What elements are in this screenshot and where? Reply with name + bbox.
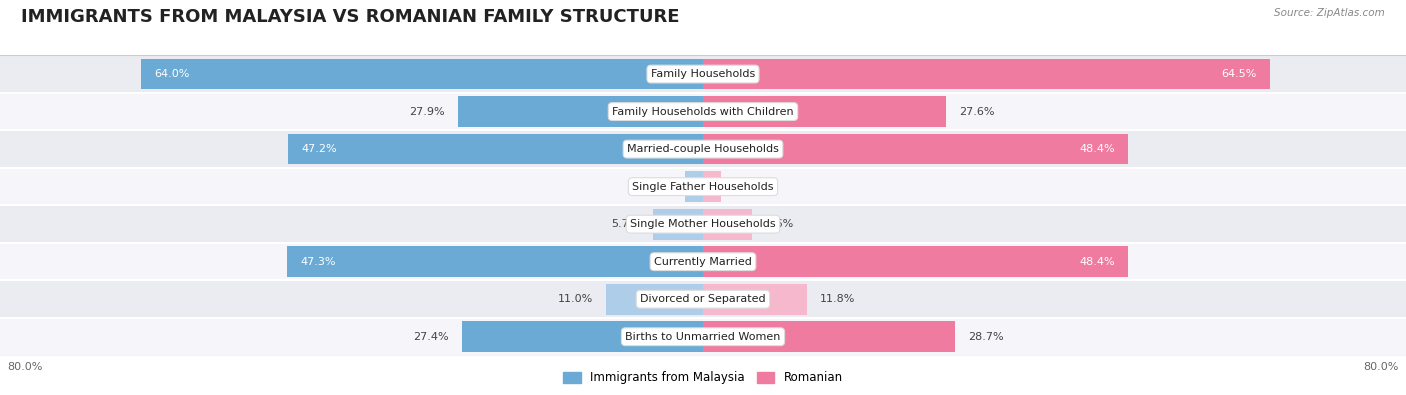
Text: 64.0%: 64.0% (153, 69, 190, 79)
Bar (703, 246, 1129, 277)
Bar (606, 284, 703, 314)
Text: Family Households: Family Households (651, 69, 755, 79)
Text: 11.0%: 11.0% (558, 294, 593, 304)
Bar (288, 134, 703, 164)
Text: 48.4%: 48.4% (1080, 257, 1115, 267)
Text: Currently Married: Currently Married (654, 257, 752, 267)
Text: Single Father Households: Single Father Households (633, 182, 773, 192)
Text: 80.0%: 80.0% (7, 362, 42, 372)
Text: 47.2%: 47.2% (301, 144, 337, 154)
Legend: Immigrants from Malaysia, Romanian: Immigrants from Malaysia, Romanian (558, 367, 848, 389)
Bar (703, 209, 752, 239)
Text: Single Mother Households: Single Mother Households (630, 219, 776, 229)
Text: Divorced or Separated: Divorced or Separated (640, 294, 766, 304)
Text: IMMIGRANTS FROM MALAYSIA VS ROMANIAN FAMILY STRUCTURE: IMMIGRANTS FROM MALAYSIA VS ROMANIAN FAM… (21, 8, 679, 26)
Bar (652, 209, 703, 239)
Bar (0, 168, 1406, 205)
Bar (0, 55, 1406, 93)
Text: 5.7%: 5.7% (612, 219, 640, 229)
Text: 27.9%: 27.9% (409, 107, 444, 117)
Text: 80.0%: 80.0% (1364, 362, 1399, 372)
Bar (0, 243, 1406, 280)
Text: Births to Unmarried Women: Births to Unmarried Women (626, 332, 780, 342)
Bar (703, 171, 721, 202)
Bar (703, 284, 807, 314)
Text: 64.5%: 64.5% (1222, 69, 1257, 79)
Text: Married-couple Households: Married-couple Households (627, 144, 779, 154)
Bar (703, 322, 955, 352)
Bar (703, 134, 1129, 164)
Text: 28.7%: 28.7% (969, 332, 1004, 342)
Text: 2.0%: 2.0% (644, 182, 672, 192)
Text: Family Households with Children: Family Households with Children (612, 107, 794, 117)
Text: 27.4%: 27.4% (413, 332, 449, 342)
Text: 2.1%: 2.1% (734, 182, 763, 192)
Bar (463, 322, 703, 352)
Text: 27.6%: 27.6% (959, 107, 994, 117)
Bar (703, 96, 945, 127)
Bar (0, 130, 1406, 168)
Text: 47.3%: 47.3% (301, 257, 336, 267)
Text: 5.6%: 5.6% (765, 219, 793, 229)
Bar (287, 246, 703, 277)
Text: 48.4%: 48.4% (1080, 144, 1115, 154)
Text: 11.8%: 11.8% (820, 294, 855, 304)
Bar (141, 59, 703, 89)
Bar (0, 205, 1406, 243)
Bar (0, 318, 1406, 356)
Bar (703, 59, 1270, 89)
Bar (686, 171, 703, 202)
Bar (0, 93, 1406, 130)
Text: Source: ZipAtlas.com: Source: ZipAtlas.com (1274, 8, 1385, 18)
Bar (458, 96, 703, 127)
Bar (0, 280, 1406, 318)
